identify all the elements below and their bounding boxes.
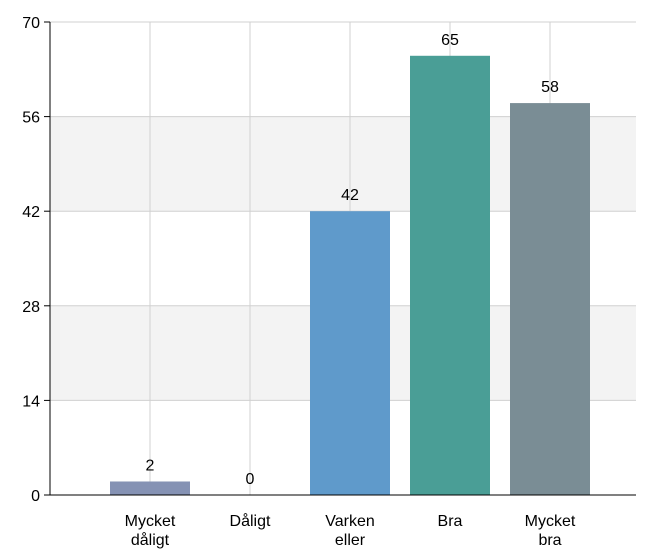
y-tick-label: 42	[22, 204, 40, 221]
bar	[510, 103, 590, 495]
data-label: 2	[146, 457, 155, 474]
axes	[44, 21, 636, 496]
data-label: 65	[441, 32, 459, 49]
x-tick-label: dåligt	[131, 531, 170, 549]
bar	[110, 481, 190, 495]
bar	[410, 55, 490, 496]
bars	[110, 55, 590, 496]
y-tick-label: 56	[22, 110, 40, 127]
data-labels: 2 0 42 65 58	[146, 32, 559, 488]
bar	[310, 211, 390, 495]
y-tick-label: 0	[31, 488, 40, 505]
x-tick-label: Mycket	[125, 513, 176, 530]
y-tick-label: 70	[22, 15, 40, 32]
y-tick-label: 14	[22, 393, 40, 410]
data-label: 42	[341, 187, 359, 204]
x-tick-label: Bra	[438, 513, 463, 530]
x-tick-label: Dåligt	[230, 512, 271, 530]
x-tick-label: bra	[538, 532, 561, 549]
y-tick-labels: 0 14 28 42 56 70	[22, 15, 40, 505]
x-tick-label: eller	[335, 532, 366, 549]
data-label: 58	[541, 79, 559, 96]
x-tick-label: Mycket	[525, 513, 576, 530]
y-tick-label: 28	[22, 299, 40, 316]
data-label: 0	[246, 471, 255, 488]
x-tick-label: Varken	[325, 513, 375, 530]
